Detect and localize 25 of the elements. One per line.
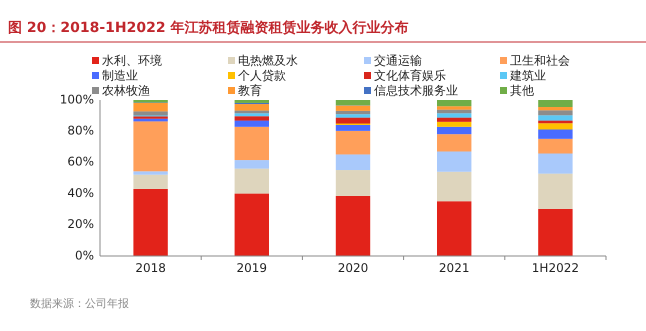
y-tick-label: 0% xyxy=(74,248,94,262)
source-note: 数据来源：公司年报 xyxy=(30,297,129,310)
x-tick-label: 1H2022 xyxy=(532,261,579,275)
legend-label: 个人贷款 xyxy=(238,68,286,82)
legend-label: 农林牧渔 xyxy=(102,83,150,98)
legend-label: 制造业 xyxy=(102,68,138,82)
legend-label: 教育 xyxy=(238,83,262,98)
legend-label: 卫生和社会 xyxy=(510,53,570,68)
chart-title: 图 20：2018-1H2022 年江苏租赁融资租赁业务收入行业分布 xyxy=(8,20,408,36)
legend-label: 水利、环境 xyxy=(102,53,162,68)
legend-label: 文化体育娱乐 xyxy=(374,68,446,82)
y-tick-label: 20% xyxy=(67,217,94,232)
legend-label: 电热燃及水 xyxy=(238,53,298,68)
x-tick-label: 2021 xyxy=(438,261,470,275)
legend-label: 其他 xyxy=(510,83,534,98)
x-tick-label: 2019 xyxy=(236,261,268,275)
y-tick-label: 60% xyxy=(67,154,94,169)
x-tick-label: 2020 xyxy=(338,261,368,275)
y-tick-label: 100% xyxy=(60,92,94,106)
y-tick-label: 40% xyxy=(67,186,94,200)
y-tick-label: 80% xyxy=(67,123,94,138)
legend-label: 建筑业 xyxy=(509,68,546,82)
legend-label: 交通运输 xyxy=(374,53,422,68)
x-tick-label: 2018 xyxy=(135,261,166,275)
legend-label: 信息技术服务业 xyxy=(374,83,458,98)
